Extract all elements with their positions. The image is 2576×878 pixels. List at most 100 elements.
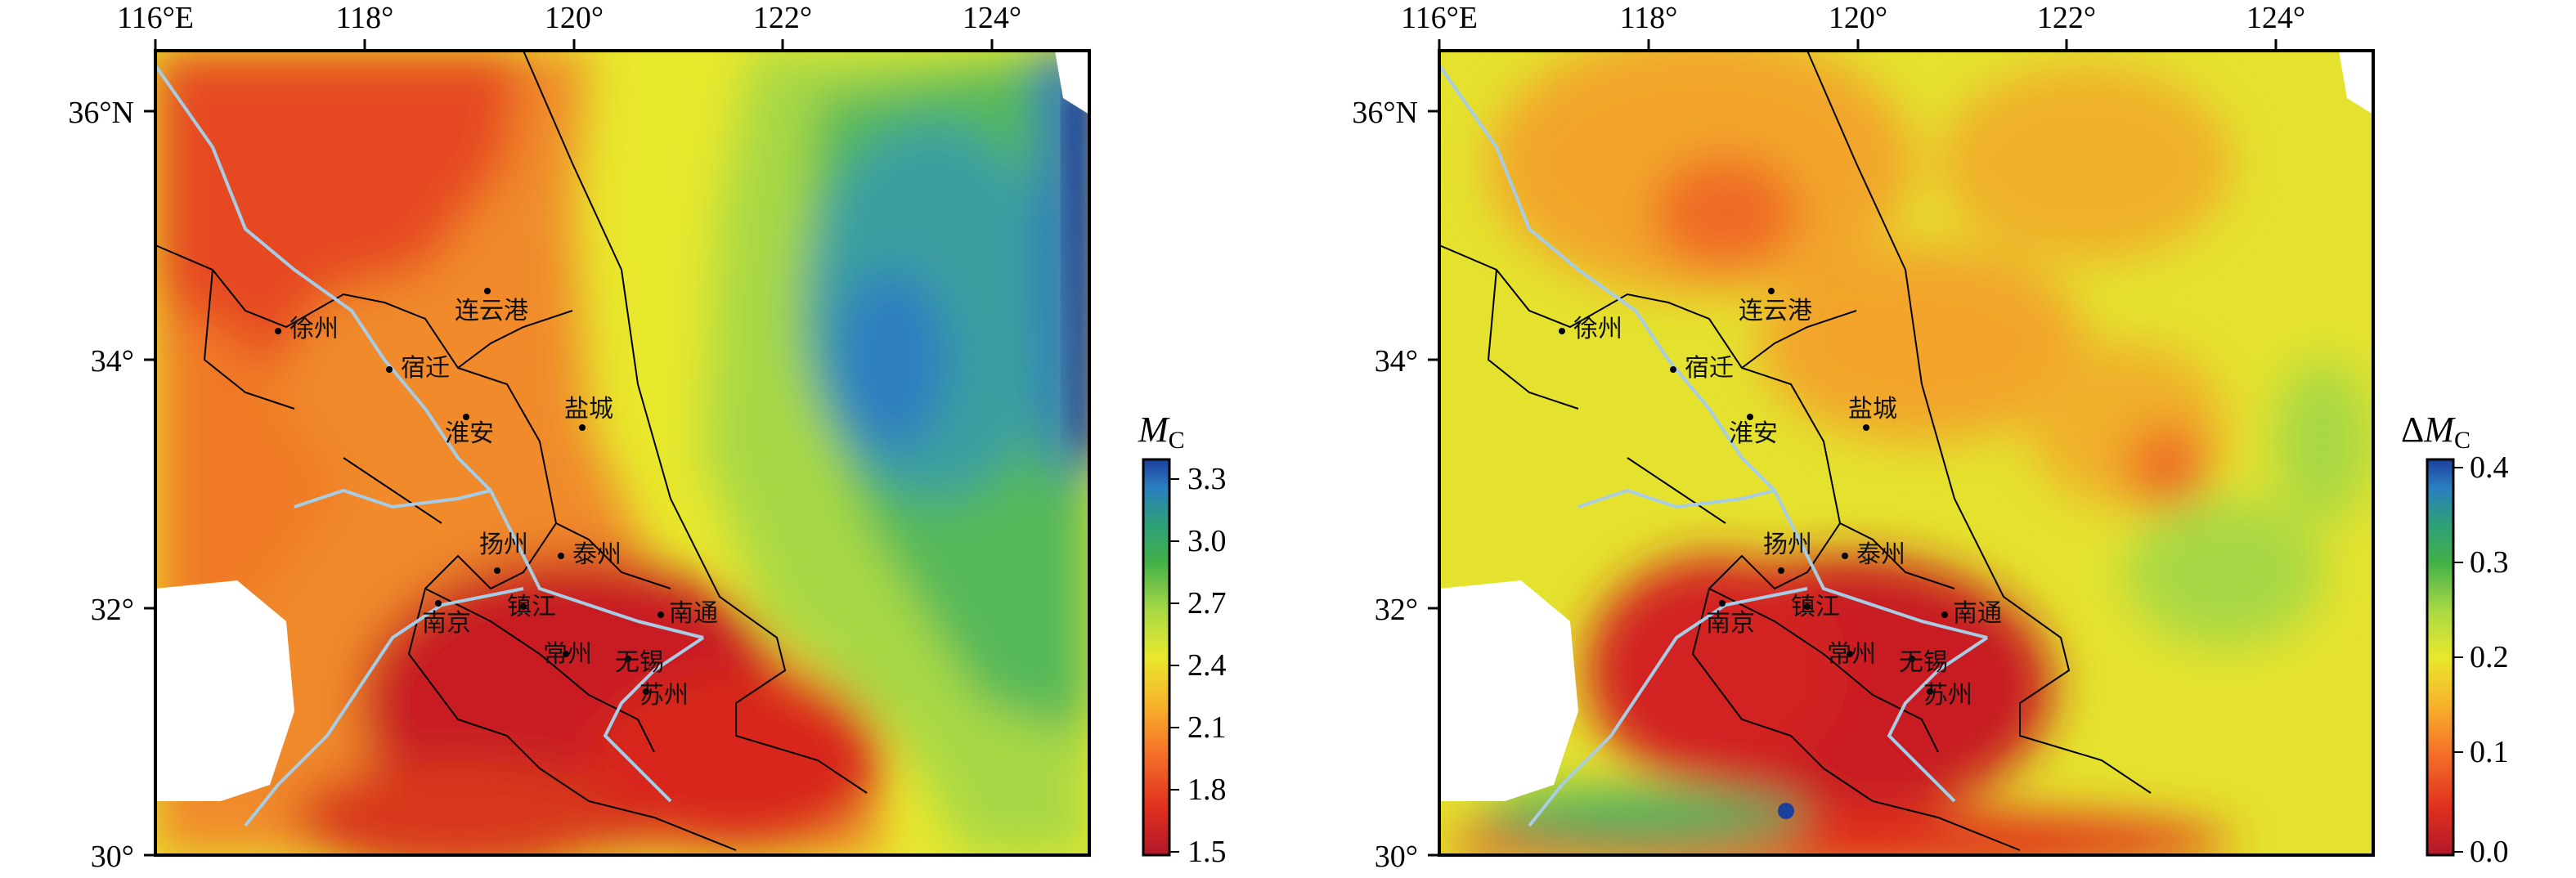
city-dot [1909, 656, 1915, 662]
city-dot [1670, 366, 1676, 373]
colorbar-tick-label: 1.5 [1187, 835, 1227, 869]
lon-tick-label: 124° [2246, 1, 2305, 35]
city-dot [1719, 600, 1726, 607]
city-label-changzhou: 常州 [543, 641, 592, 668]
mc-frame-ticks [144, 39, 994, 857]
dmc-lon-axis: 116°E 118° 120° 122° 124° [1401, 1, 2305, 35]
mc-city-markers [275, 288, 664, 695]
city-dot [643, 688, 649, 695]
mc-map-panel: 徐州 宿迁 连云港 淮安 盐城 扬州 泰州 南京 镇江 南通 常州 无锡 苏州 [68, 1, 1227, 874]
city-label-wuxi: 无锡 [615, 649, 664, 676]
colorbar-title: ΔMC [2401, 410, 2471, 454]
dmc-river-lines [1438, 64, 1989, 827]
city-dot [435, 600, 442, 607]
dmc-boundary-lines [1438, 50, 2152, 851]
lon-tick-label: 118° [1620, 1, 1678, 35]
colorbar-tick-label: 0.0 [2470, 835, 2509, 869]
colorbar-tick-label: 2.4 [1187, 648, 1227, 683]
city-dot [484, 288, 491, 294]
city-label-taizhou: 泰州 [1856, 541, 1905, 568]
city-label-nanjing: 南京 [1706, 610, 1755, 637]
dmc-colorbar: 0.4 0.3 0.2 0.1 0.0 ΔMC [2401, 410, 2509, 869]
city-label-suqian: 宿迁 [401, 355, 450, 382]
dmc-lat-axis: 36°N 34° 32° 30° [1352, 96, 1418, 874]
city-label-suzhou: 苏州 [640, 682, 689, 709]
city-label-xuzhou: 徐州 [1573, 316, 1622, 343]
mc-colorbar: 3.3 3.0 2.7 2.4 2.1 1.8 1.5 MC [1138, 410, 1227, 869]
lat-tick-label: 30° [91, 840, 134, 874]
mc-river-lines [154, 64, 705, 827]
lon-tick-label: 116°E [117, 1, 194, 35]
mc-boundary-lines [155, 50, 868, 851]
city-label-lianyungang: 连云港 [455, 298, 528, 325]
city-dot [520, 603, 527, 610]
city-dot [625, 656, 631, 662]
lat-tick-label: 34° [91, 344, 134, 379]
city-label-wuxi: 无锡 [1899, 649, 1948, 676]
city-dot [463, 414, 469, 420]
city-dot [1778, 567, 1784, 574]
colorbar-tick-label: 0.4 [2470, 450, 2509, 485]
city-dot [275, 328, 281, 334]
colorbar-tick-label: 0.3 [2470, 545, 2509, 580]
lon-tick-label: 120° [545, 1, 604, 35]
lon-tick-label: 116°E [1401, 1, 1478, 35]
mc-raster-field [155, 51, 1089, 855]
mc-map-frame [154, 49, 1091, 857]
mc-lat-axis: 36°N 34° 32° 30° [68, 96, 134, 874]
city-dot [1927, 688, 1933, 695]
dmc-raster-field [1439, 51, 2373, 855]
mc-lon-axis: 116°E 118° 120° 122° 124° [117, 1, 1021, 35]
city-label-nanjing: 南京 [422, 610, 471, 637]
city-label-lianyungang: 连云港 [1739, 298, 1812, 325]
colorbar-tick-label: 3.3 [1187, 462, 1227, 496]
colorbar-scale [2426, 458, 2455, 857]
city-label-yangzhou: 扬州 [479, 531, 528, 558]
city-label-xuzhou: 徐州 [289, 316, 339, 343]
colorbar-title: MC [1138, 410, 1185, 454]
dmc-map-frame [1438, 49, 2375, 857]
lat-tick-label: 32° [91, 593, 134, 627]
colorbar-tick-label: 3.0 [1187, 524, 1227, 558]
city-label-yangzhou: 扬州 [1763, 531, 1812, 558]
city-label-taizhou: 泰州 [572, 541, 622, 568]
dmc-map-panel: 徐州 宿迁 连云港 淮安 盐城 扬州 泰州 南京 镇江 南通 常州 无锡 苏州 [1352, 1, 2509, 874]
colorbar-tick-label: 2.7 [1187, 586, 1227, 620]
city-dot [558, 553, 564, 559]
mc-city-labels: 徐州 宿迁 连云港 淮安 盐城 扬州 泰州 南京 镇江 南通 常州 无锡 苏州 [289, 298, 718, 709]
lat-tick-label: 34° [1375, 344, 1418, 379]
dmc-frame-ticks [1428, 39, 2278, 857]
lon-tick-label: 122° [753, 1, 812, 35]
city-dot [494, 567, 500, 574]
city-dot [1941, 611, 1948, 618]
city-dot [579, 424, 586, 431]
city-dot [1747, 414, 1753, 420]
city-dot [386, 366, 393, 373]
city-label-changzhou: 常州 [1827, 641, 1876, 668]
city-dot [1863, 424, 1869, 431]
colorbar-scale [1142, 458, 1171, 857]
colorbar-tick-label: 2.1 [1187, 710, 1227, 745]
dmc-city-markers [1559, 288, 1948, 695]
city-dot [1847, 651, 1853, 657]
city-label-zhenjiang: 镇江 [507, 594, 556, 620]
city-dot [1768, 288, 1775, 294]
city-dot [1804, 603, 1811, 610]
lat-tick-label: 32° [1375, 593, 1418, 627]
lat-tick-label: 30° [1375, 840, 1418, 874]
city-label-yancheng: 盐城 [564, 396, 613, 423]
city-label-yancheng: 盐城 [1848, 396, 1897, 423]
lon-tick-label: 118° [336, 1, 394, 35]
city-label-huaian: 淮安 [1729, 420, 1778, 447]
lat-tick-label: 36°N [68, 96, 134, 130]
city-label-huaian: 淮安 [445, 420, 494, 447]
city-label-zhenjiang: 镇江 [1791, 594, 1840, 620]
lon-tick-label: 122° [2037, 1, 2096, 35]
lon-tick-label: 124° [963, 1, 1021, 35]
city-dot [563, 651, 569, 657]
colorbar-tick-label: 0.2 [2470, 640, 2509, 674]
lon-tick-label: 120° [1829, 1, 1887, 35]
city-label-nantong: 南通 [669, 600, 718, 627]
city-label-suqian: 宿迁 [1685, 355, 1734, 382]
